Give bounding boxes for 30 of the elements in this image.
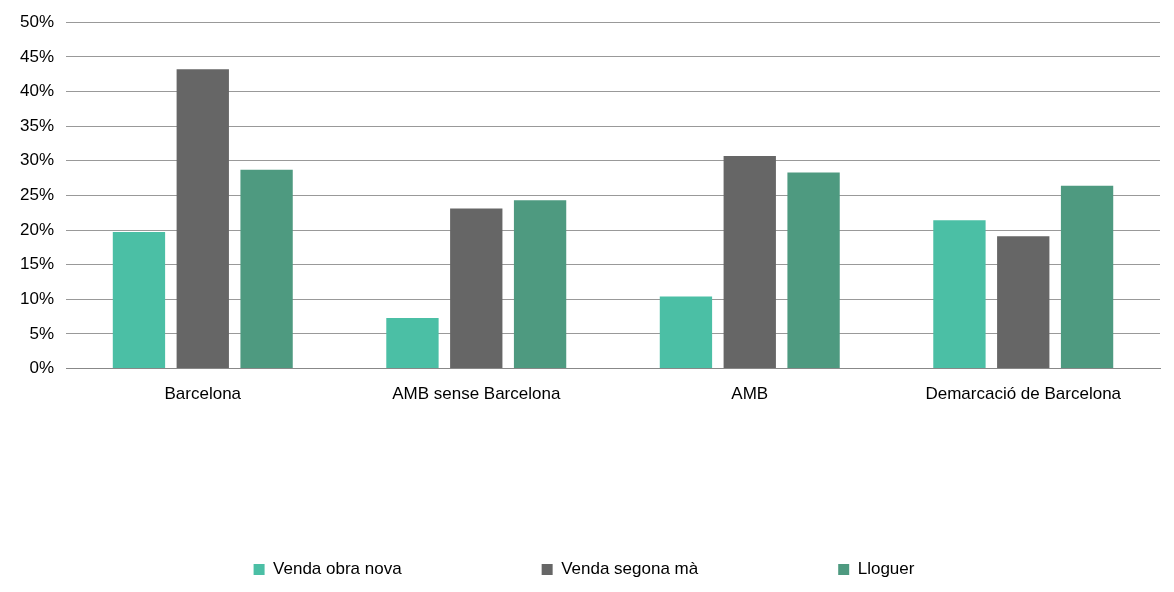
- legend-label: Lloguer: [857, 559, 915, 579]
- legend-label: Venda segona mà: [561, 559, 699, 579]
- y-tick-label: 5%: [29, 323, 55, 343]
- bar: [787, 172, 840, 369]
- bar: [997, 236, 1050, 369]
- bar: [450, 208, 503, 369]
- y-tick-label: 10%: [19, 289, 55, 309]
- bar: [723, 155, 776, 369]
- x-tick-label: Barcelona: [164, 384, 242, 404]
- bar: [659, 296, 713, 369]
- bar: [112, 232, 166, 369]
- y-tick-label: 30%: [19, 150, 55, 170]
- y-tick-label: 45%: [19, 46, 55, 66]
- legend-label: Venda obra nova: [273, 559, 403, 579]
- bar: [176, 69, 229, 369]
- y-tick-label: 0%: [29, 358, 55, 378]
- x-tick-label: Demarcació de Barcelona: [925, 384, 1122, 404]
- bar: [513, 200, 567, 369]
- bar: [386, 318, 439, 369]
- y-tick-label: 15%: [19, 254, 55, 274]
- y-tick-label: 35%: [19, 115, 55, 135]
- x-tick-label: AMB: [731, 384, 769, 404]
- y-tick-label: 25%: [19, 185, 55, 205]
- bar: [1060, 185, 1114, 369]
- bar: [933, 220, 986, 369]
- y-tick-label: 50%: [19, 11, 55, 31]
- x-tick-label: AMB sense Barcelona: [392, 384, 561, 404]
- y-tick-label: 20%: [19, 219, 55, 239]
- bar: [240, 169, 293, 369]
- y-tick-label: 40%: [19, 81, 55, 101]
